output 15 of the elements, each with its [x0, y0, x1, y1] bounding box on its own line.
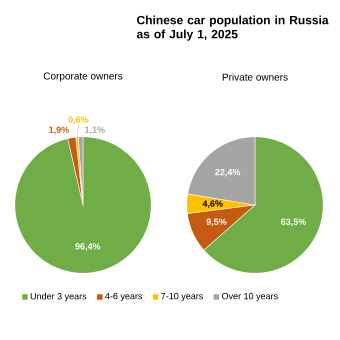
legend-label: 7-10 years — [161, 292, 203, 302]
data-label: 9,5% — [206, 218, 226, 226]
data-label: 63,5% — [281, 218, 306, 226]
data-label: 22,4% — [215, 168, 240, 177]
data-label: 4,6% — [202, 200, 223, 208]
legend-label: Under 3 years — [30, 292, 86, 302]
chart-title: Corporate owners — [44, 72, 122, 82]
data-label: 0,6% — [68, 116, 88, 124]
legend-label: Over 10 years — [222, 292, 278, 302]
data-label: 96,4% — [75, 243, 100, 251]
chart-title: Chinese car population in Russia as of July 1, 2025 — [136, 16, 329, 41]
chart-subtitle: Private owners — [222, 73, 288, 81]
legend-label: 4-6 years — [105, 292, 142, 302]
data-label: 1,1% — [85, 126, 105, 134]
data-label: 1,9% — [49, 126, 69, 134]
